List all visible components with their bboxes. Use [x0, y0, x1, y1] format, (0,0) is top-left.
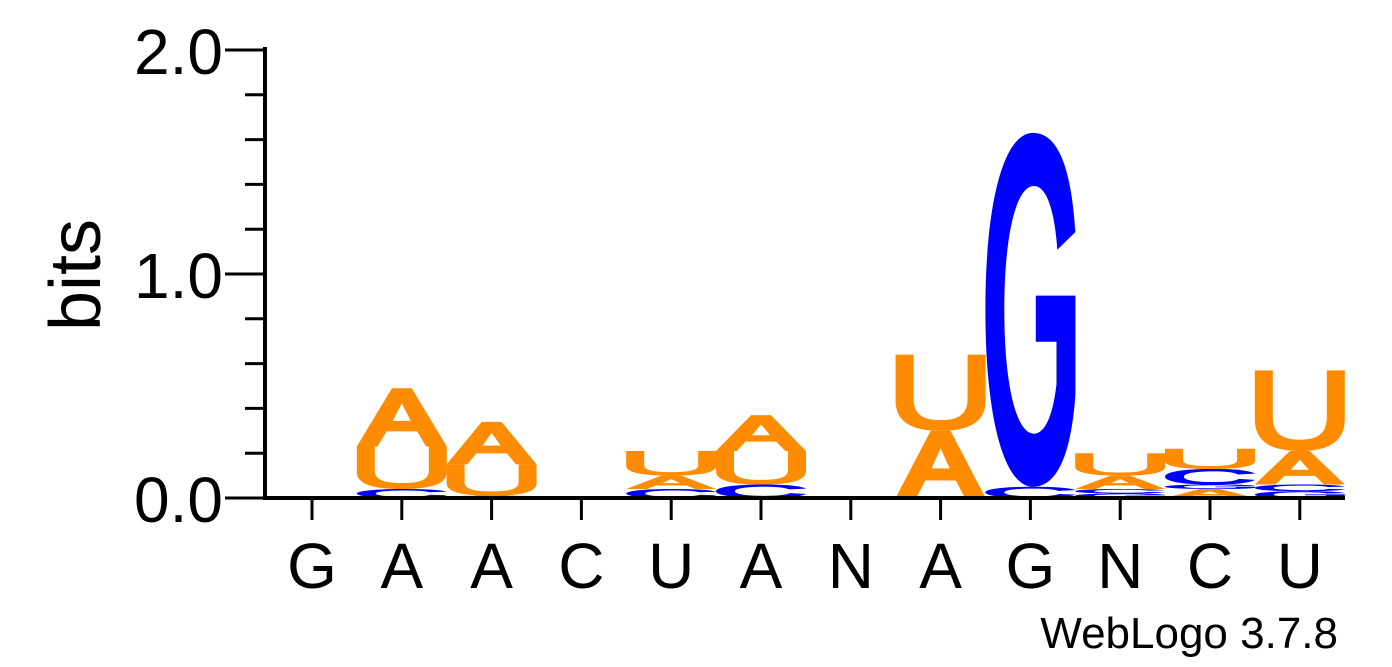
x-tick-label: A	[740, 530, 783, 602]
logo-letter-pos12-U	[1254, 370, 1345, 451]
x-tick-label: G	[287, 530, 337, 602]
logo-letter-pos2-U	[356, 446, 447, 490]
y-tick-label: 2.0	[134, 16, 223, 88]
x-tick-label: C	[1187, 530, 1233, 602]
logo-letter-pos6-C	[716, 484, 806, 498]
logo-letter-pos2-C	[356, 489, 447, 498]
logo-letter-pos11-C	[1165, 468, 1255, 485]
x-tick-label: A	[919, 530, 962, 602]
x-tick-label: A	[470, 530, 513, 602]
logo-letter-pos10-C	[1075, 489, 1166, 494]
x-tick-label: U	[1277, 530, 1323, 602]
y-axis-label: bits	[36, 219, 116, 331]
logo-letter-pos10-U	[1075, 453, 1166, 476]
logo-letter-pos8-A	[895, 430, 986, 498]
logo-letter-pos9-C	[985, 486, 1076, 498]
logo-letter-pos6-A	[716, 415, 806, 451]
logo-letter-pos5-C	[626, 489, 717, 498]
logo-letter-pos3-A	[446, 421, 537, 465]
logo-letter-pos9-G	[985, 132, 1076, 487]
logo-letter-pos3-U	[446, 464, 537, 496]
logo-letter-pos6-U	[716, 450, 806, 485]
x-tick-label: A	[380, 530, 423, 602]
logo-letter-pos11-U	[1165, 448, 1255, 469]
x-tick-label: U	[648, 530, 694, 602]
logo-letter-stacks	[356, 132, 1345, 498]
logo-letter-pos8-U	[895, 354, 986, 431]
logo-letter-pos10-A	[1075, 475, 1166, 490]
logo-letter-pos12-C	[1254, 484, 1345, 492]
x-tick-label: G	[1006, 530, 1056, 602]
weblogo-credit: WebLogo 3.7.8	[1040, 609, 1338, 658]
logo-letter-pos11-G	[1165, 484, 1255, 490]
logo-letter-pos12-A	[1254, 450, 1345, 485]
y-tick-label: 0.0	[134, 464, 223, 536]
x-tick-label: C	[558, 530, 604, 602]
logo-letter-pos5-A	[626, 475, 717, 490]
logo-letter-pos2-A	[356, 388, 447, 447]
logo-letter-pos11-A	[1165, 489, 1255, 498]
y-tick-label: 1.0	[134, 240, 223, 312]
x-tick-label: N	[1097, 530, 1143, 602]
axis-ticks: 0.01.02.0G A A C U A N A G N C U	[134, 16, 1323, 602]
logo-letter-pos5-U	[626, 450, 717, 476]
x-tick-label: N	[828, 530, 874, 602]
